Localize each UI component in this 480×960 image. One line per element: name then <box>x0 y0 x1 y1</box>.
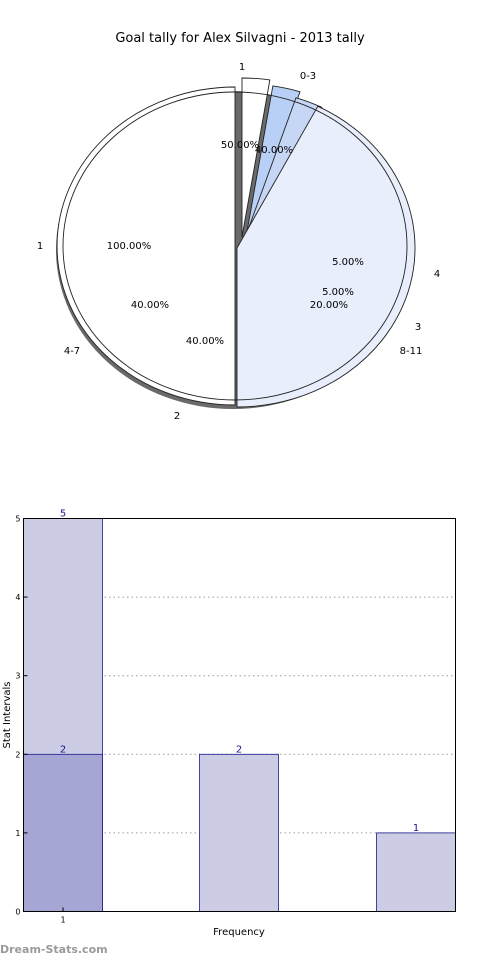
pie-label-15: 8-11 <box>400 346 423 357</box>
x-axis-label: Frequency <box>213 927 265 938</box>
y-tick-label: 2 <box>15 750 20 759</box>
y-tick-label: 0 <box>15 908 20 917</box>
pie-slices <box>56 77 416 408</box>
pie-inner-ring <box>62 91 408 401</box>
bar-value-label-2: 2 <box>60 744 66 755</box>
pie-label-12: 3 <box>415 322 421 333</box>
y-tick-label: 1 <box>15 829 20 838</box>
pie-label-2: 0-3 <box>300 71 316 82</box>
bar-4 <box>376 832 456 912</box>
bar-value-label-1: 5 <box>60 509 66 520</box>
pie-label-5: 1 <box>37 241 43 252</box>
pie-labels: 10-350.00%40.00%1 100.00%5.00%45.00%20.00… <box>37 62 440 422</box>
y-tick-label: 3 <box>15 672 20 681</box>
pie-label-6: 100.00% <box>107 241 152 252</box>
y-axis-label: Stat Intervals <box>2 681 13 748</box>
pie-slice-5 <box>56 86 236 406</box>
pie-label-7: 5.00% <box>332 257 364 268</box>
bar-rects <box>23 518 456 912</box>
pie-label-10: 20.00% <box>310 300 348 311</box>
pie-label-3: 50.00% <box>221 140 259 151</box>
pie-label-16: 2 <box>174 411 180 422</box>
pie-label-9: 5.00% <box>322 287 354 298</box>
x-tick-label: 1 <box>60 916 65 925</box>
bar-value-label-4: 1 <box>413 823 419 834</box>
pie-label-1: 1 <box>239 62 245 73</box>
pie-label-13: 40.00% <box>186 336 224 347</box>
bar-2 <box>23 753 103 912</box>
pie-label-8: 4 <box>434 269 440 280</box>
pie-label-14: 4-7 <box>64 346 80 357</box>
pie-label-4: 40.00% <box>255 145 293 156</box>
bar-3 <box>199 753 279 912</box>
bar-value-labels: 5 2 2 1 <box>60 509 419 834</box>
bar-chart: 0 1 2 3 4 5 1 5 2 2 1 Frequency Stat Intervals <box>2 509 456 938</box>
bar-ticks: 0 1 2 3 4 5 1 <box>15 515 65 925</box>
pie-chart-title: Goal tally for Alex Silvagni - 2013 tall… <box>115 31 365 46</box>
plot-frame <box>23 518 456 912</box>
pie-slice-4 <box>236 105 416 408</box>
pie-chart: 10-350.00%40.00%1 100.00%5.00%45.00%20.00… <box>37 62 440 422</box>
pie-slice-1 <box>241 77 271 238</box>
bar-value-label-3: 2 <box>236 744 242 755</box>
y-tick-label: 4 <box>15 593 20 602</box>
y-tick-label: 5 <box>15 515 20 524</box>
watermark: Dream-Stats.com <box>0 943 108 956</box>
pie-label-11: 40.00% <box>131 300 169 311</box>
